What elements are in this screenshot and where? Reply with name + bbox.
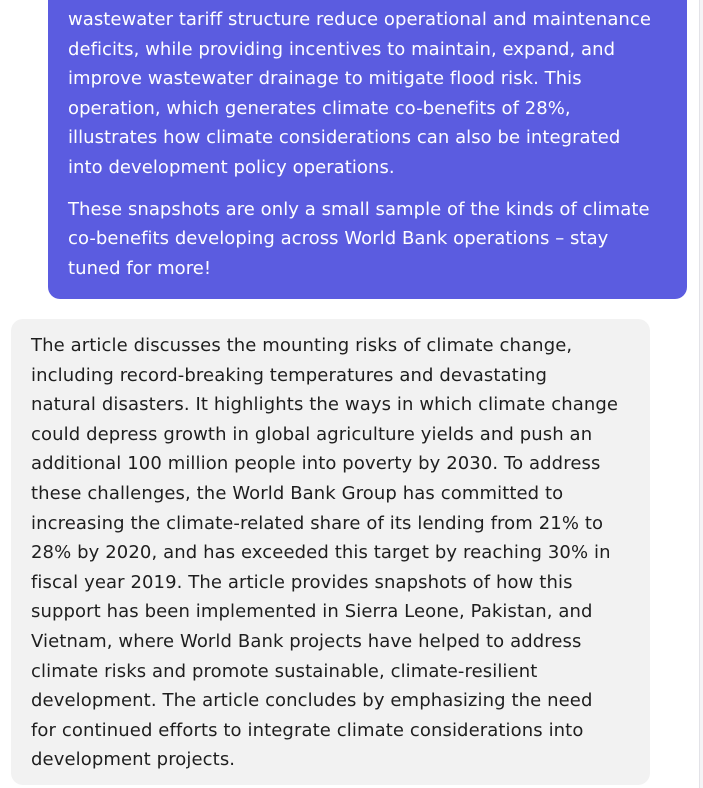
assistant-message-paragraph: The article discusses the mounting risks… [31,331,636,775]
text-line: into development policy operations. [68,156,395,178]
text-line: These snapshots are only a small sample … [68,198,650,220]
text-line: Vietnam, where World Bank projects have … [31,630,582,652]
user-message-paragraph: wastewater tariff structure reduce opera… [68,5,667,183]
text-line: development. The article concludes by em… [31,690,593,712]
scrollbar[interactable] [699,0,703,788]
user-message-paragraph: These snapshots are only a small sample … [68,195,667,284]
assistant-message-bubble: The article discusses the mounting risks… [11,319,650,785]
text-line: support has been implemented in Sierra L… [31,601,593,623]
text-line: climate risks and promote sustainable, c… [31,660,538,682]
text-line: deficits, while providing incentives to … [68,38,616,60]
text-line: illustrates how climate considerations c… [68,127,621,149]
text-line: operation, which generates climate co-be… [68,97,571,119]
text-line: for continued efforts to integrate clima… [31,719,584,741]
text-line: development projects. [31,749,236,771]
text-line: these challenges, the World Bank Group h… [31,482,564,504]
text-line: The article discusses the mounting risks… [31,335,573,356]
text-line: additional 100 million people into pover… [31,453,601,475]
text-line: natural disasters. It highlights the way… [31,394,619,416]
text-line: co-benefits developing across World Bank… [68,228,609,250]
text-line: 28% by 2020, and has exceeded this targe… [31,542,611,564]
text-line: could depress growth in global agricultu… [31,423,593,445]
text-line: fiscal year 2019. The article provides s… [31,571,573,593]
text-line: increasing the climate-related share of … [31,512,604,534]
text-line: including record-breaking temperatures a… [31,364,547,386]
user-message-bubble: wastewater tariff structure reduce opera… [48,0,687,299]
text-line: improve wastewater drainage to mitigate … [68,68,582,90]
text-line: tuned for more! [68,257,212,279]
text-line: wastewater tariff structure reduce opera… [68,9,651,30]
